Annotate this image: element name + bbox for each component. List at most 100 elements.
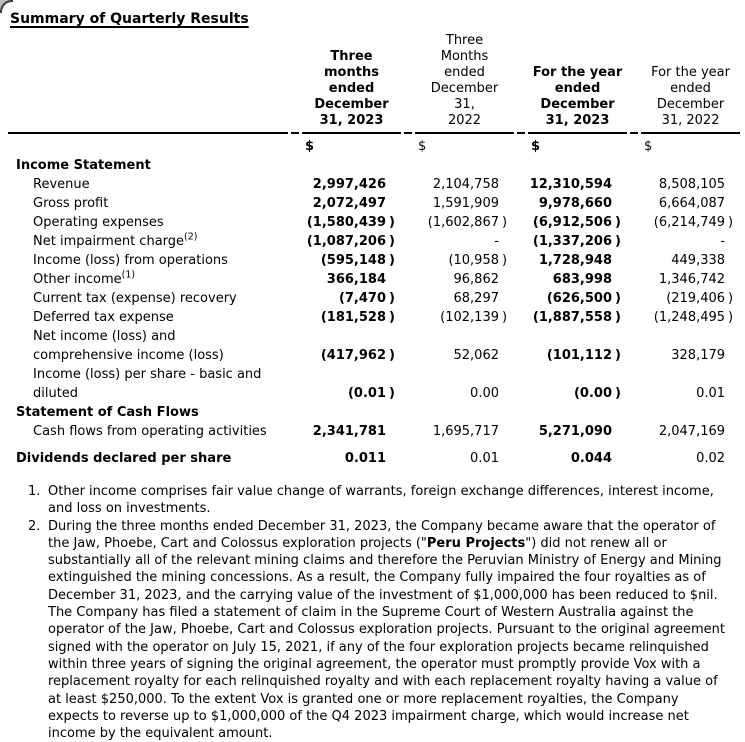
paren-cell: ) [389, 253, 395, 268]
paren-cell: ) [615, 215, 621, 230]
paren-cell: ) [502, 310, 508, 325]
spacer-cell [517, 134, 525, 156]
value-cell: (6,214,749 [653, 215, 726, 230]
empty-cell [291, 403, 740, 422]
paren-cell [389, 441, 401, 468]
paren-cell [502, 194, 514, 213]
spacer-cell [404, 308, 412, 327]
spacer-cell [630, 327, 638, 365]
window-corner-artifact [0, 0, 13, 13]
paren-cell: ) [389, 234, 395, 249]
row-label-cell: Income Statement [16, 158, 151, 173]
paren-cell [389, 422, 401, 441]
paren-cell: ) [728, 215, 734, 230]
spacer-cell [404, 270, 412, 289]
table-body: Three months ended December 31, 2023 Three Mon… [8, 33, 741, 468]
spacer-cell [291, 441, 299, 468]
spacer-cell [630, 365, 638, 403]
spacer-cell [630, 308, 638, 327]
row-label-cell: Operating expenses [33, 215, 164, 230]
value-cell: 1,346,742 [658, 272, 726, 287]
spacer-cell [517, 270, 525, 289]
paren-cell [728, 175, 740, 194]
spacer-cell [517, 422, 525, 441]
paren-cell: ) [615, 234, 621, 249]
paren-cell: ) [728, 291, 734, 306]
paren-cell: ) [615, 348, 621, 363]
row-label-cell: Gross profit [33, 196, 109, 211]
row-label-cell: Income (loss) per share - basic and dilut… [33, 367, 262, 401]
peru-projects-bold: Peru Projects [426, 535, 526, 551]
empty-cell [291, 156, 740, 175]
value-cell: 0.011 [344, 451, 386, 466]
footnote-text: During the three months ended December 3… [48, 518, 733, 742]
paren-cell [728, 441, 740, 468]
value-cell: 366,184 [326, 272, 386, 287]
value-cell: (417,962 [320, 348, 386, 363]
footnote-number: 1. [28, 484, 41, 499]
paren-cell [502, 134, 514, 156]
table-header-row: Three months ended December 31, 2023 Three Mon… [8, 33, 741, 134]
paren-cell: ) [728, 310, 734, 325]
footnote-2: 2. During the three months ended Decembe… [28, 518, 733, 742]
spacer-cell [517, 441, 525, 468]
spacer-cell [291, 194, 299, 213]
value-cell: 0.01 [696, 386, 726, 401]
value-cell: (0.01 [347, 386, 386, 401]
spacer-cell [630, 232, 638, 251]
value-cell: 5,271,090 [538, 424, 613, 439]
currency-cell: $ [305, 139, 315, 154]
currency-cell: $ [644, 139, 653, 154]
value-cell: 52,062 [453, 348, 500, 363]
paren-cell [615, 134, 627, 156]
value-cell: 0.044 [570, 451, 613, 466]
paren-cell [389, 134, 401, 156]
value-cell: (1,087,206 [306, 234, 386, 249]
table-row: Net income (loss) and comprehensive incom… [8, 327, 740, 365]
spacer-cell [630, 251, 638, 270]
table-row: Gross profit 2,072,497 1,591,909 9,978,660 6… [8, 194, 740, 213]
column-header: For the year ended December 31, 2023 [528, 33, 628, 134]
value-cell: 1,695,717 [432, 424, 499, 439]
table-row: Deferred tax expense (181,528) (102,139) (1… [8, 308, 740, 327]
spacer-cell [630, 134, 638, 156]
spacer-cell [291, 365, 299, 403]
spacer-cell [630, 213, 638, 232]
value-cell: (595,148 [320, 253, 386, 268]
value-cell: (0.00 [573, 386, 613, 401]
spacer-cell [404, 134, 412, 156]
value-cell: (626,500 [546, 291, 613, 306]
table-row: Dividends declared per share 0.011 0.01 0.0… [8, 441, 740, 468]
paren-cell: ) [502, 215, 508, 230]
paren-cell [728, 134, 740, 156]
footnote-1: 1. Other income comprises fair value cha… [28, 483, 733, 518]
spacer-cell [517, 251, 525, 270]
value-cell: (219,406 [666, 291, 726, 306]
paren-cell [728, 365, 740, 403]
value-cell: (7,470 [338, 291, 386, 306]
paren-cell [502, 270, 514, 289]
value-cell: - [494, 234, 499, 249]
row-label-cell: Dividends declared per share [16, 451, 232, 466]
spacer-cell [404, 213, 412, 232]
spacer-cell [630, 270, 638, 289]
paren-cell [502, 175, 514, 194]
value-cell: (10,958 [448, 253, 499, 268]
paren-cell: ) [615, 310, 621, 325]
value-cell: 2,997,426 [312, 177, 386, 192]
value-cell: 12,310,594 [529, 177, 613, 192]
spacer-cell [630, 289, 638, 308]
header-spacer-cell [404, 33, 412, 134]
row-label-cell [8, 134, 288, 156]
value-cell: 328,179 [671, 348, 726, 363]
row-label-cell: Other income(1) [33, 269, 136, 287]
value-cell: (1,248,495 [653, 310, 726, 325]
spacer-cell [517, 232, 525, 251]
value-cell: 0.02 [696, 451, 726, 466]
paren-cell [502, 327, 514, 365]
value-cell: (1,887,558 [532, 310, 613, 325]
row-label-cell: Deferred tax expense [33, 310, 174, 325]
spacer-cell [404, 289, 412, 308]
paren-cell [615, 194, 627, 213]
